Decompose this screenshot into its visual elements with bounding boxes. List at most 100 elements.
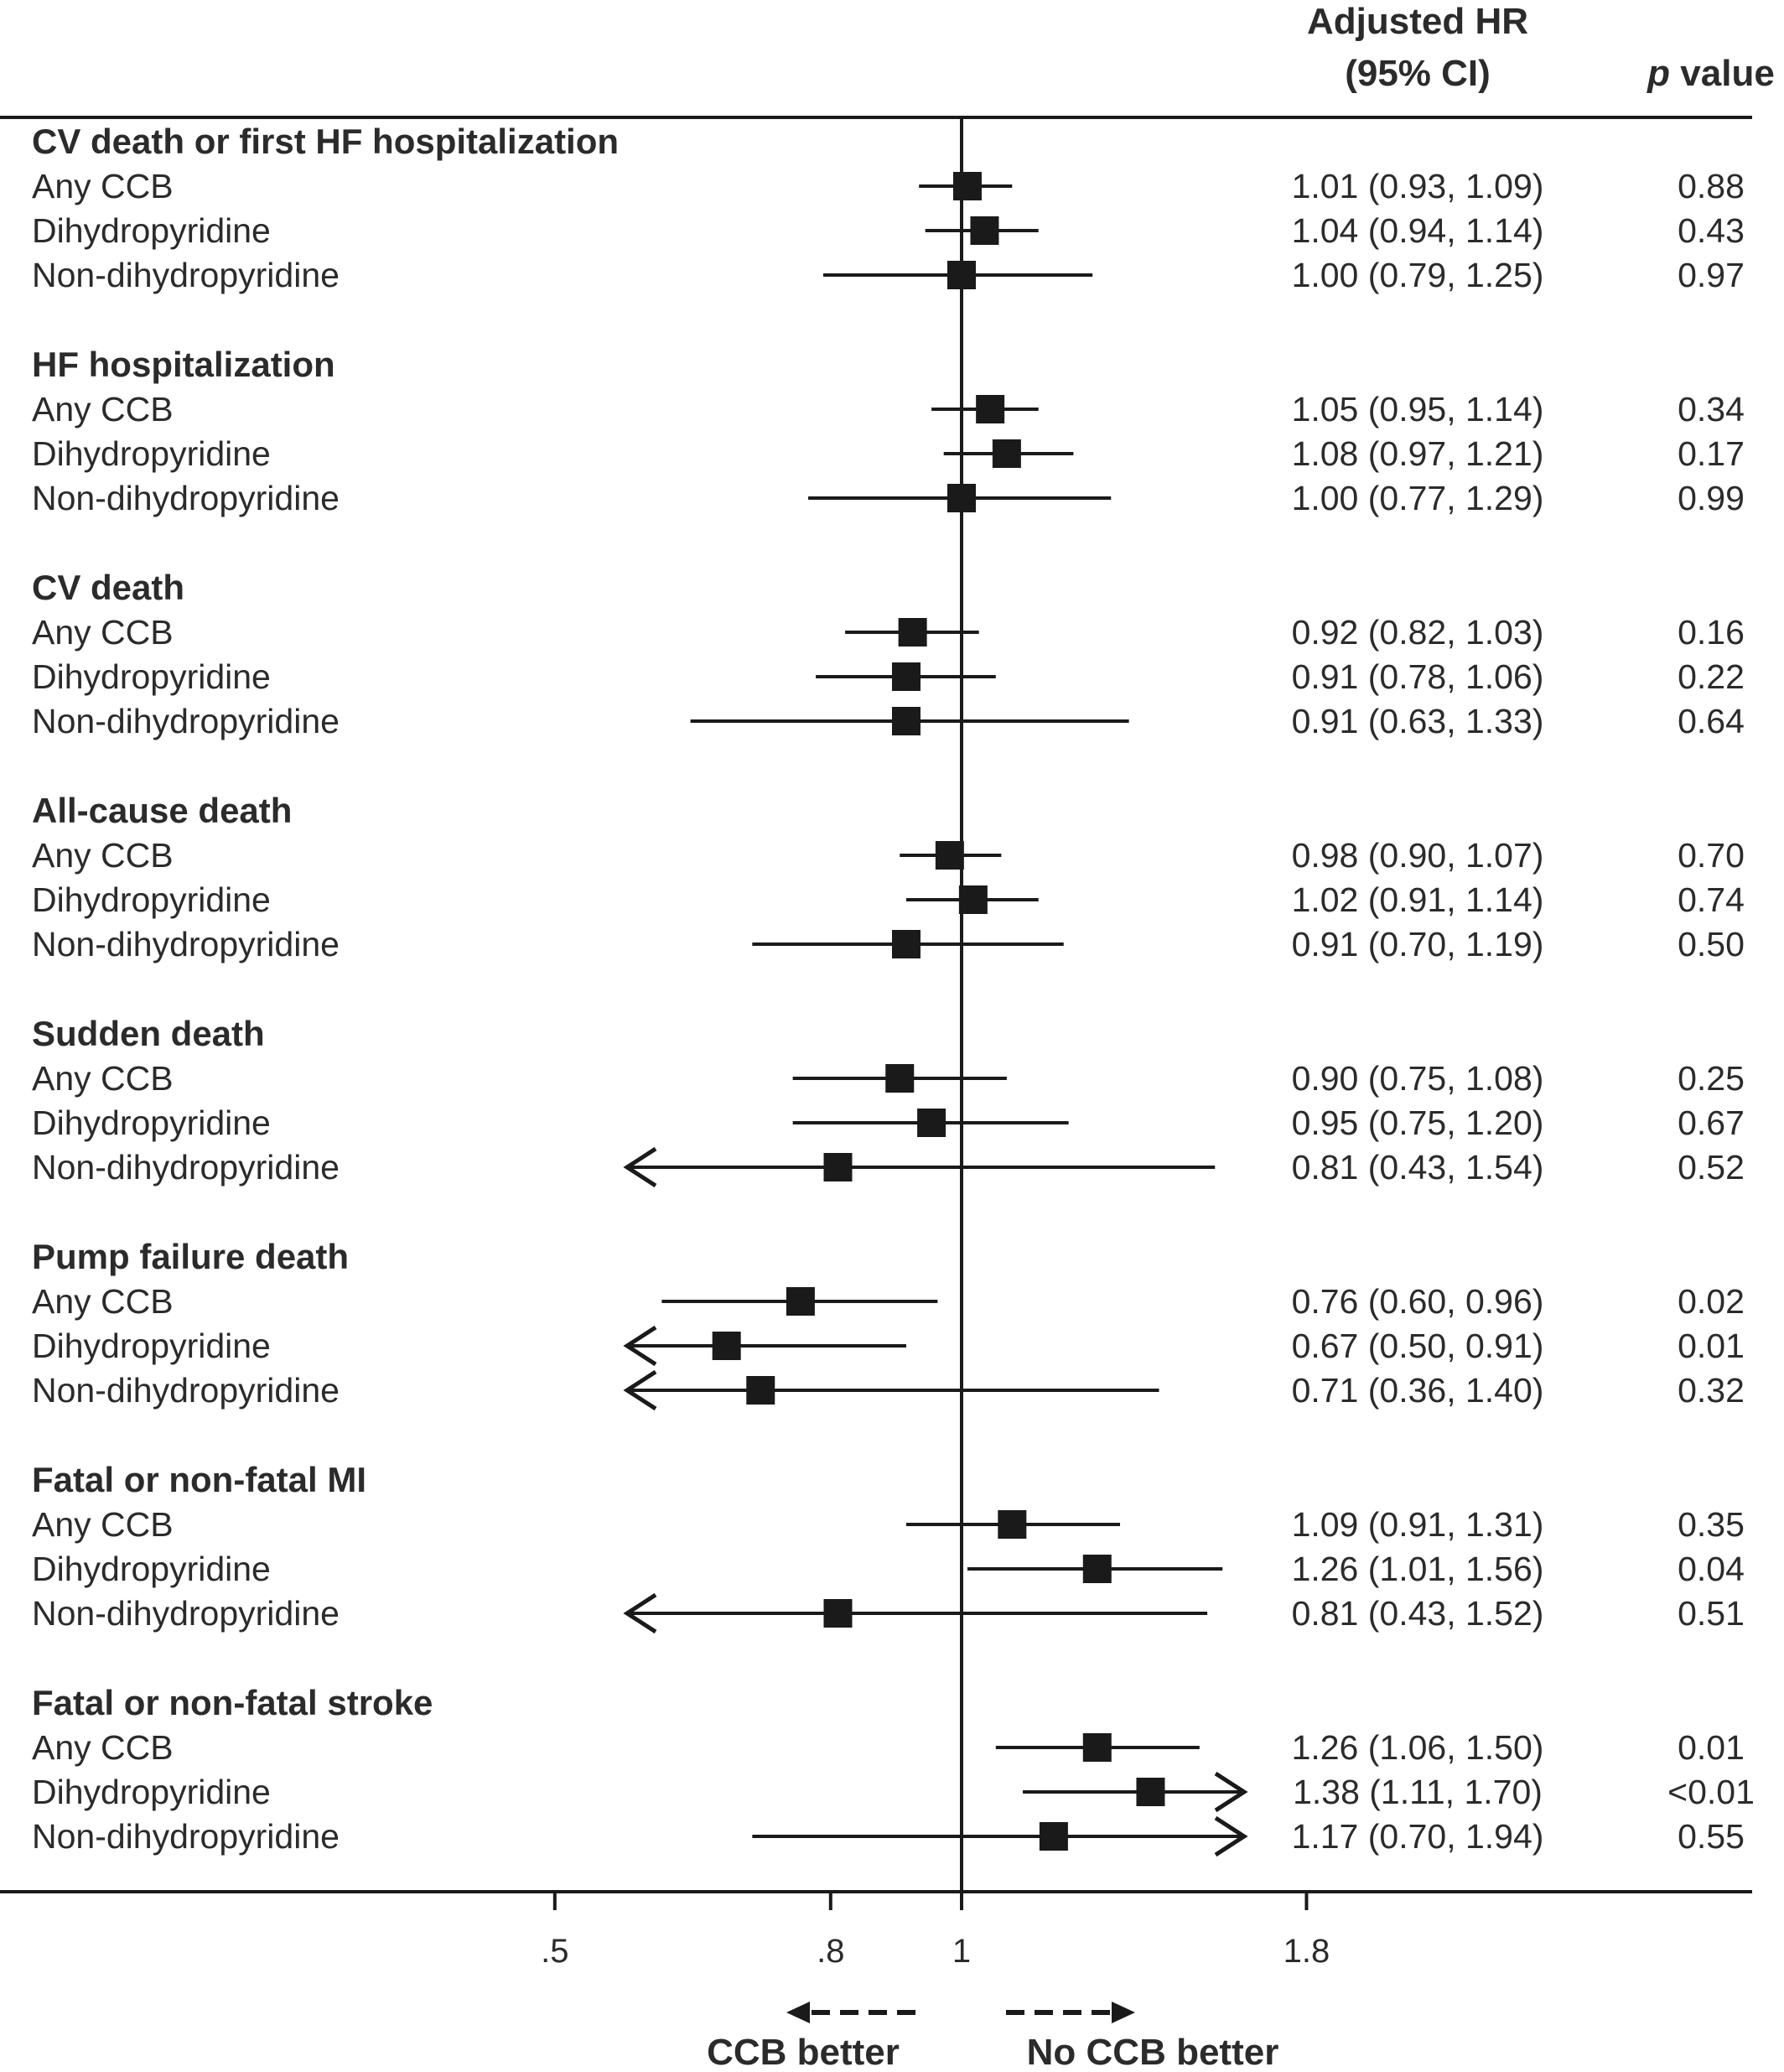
row-p-value: 0.99	[1678, 479, 1745, 517]
row-hr-ci: 0.91 (0.78, 1.06)	[1292, 657, 1544, 696]
forest-row: Any CCB 0.92 (0.82, 1.03) 0.16	[32, 613, 1745, 652]
outcome-group-title: Fatal or non-fatal MI	[32, 1460, 366, 1499]
ccb-better-label: CCB better	[707, 2032, 900, 2072]
p-value-header-italic: p	[1647, 53, 1670, 94]
row-label: Dihydropyridine	[32, 1327, 271, 1365]
x-tick-label: 1.8	[1284, 1933, 1330, 1970]
hr-header-line2: (95% CI)	[1345, 53, 1491, 94]
row-hr-ci: 0.81 (0.43, 1.52)	[1292, 1594, 1544, 1633]
outcome-group: Fatal or non-fatal MI Any CCB 1.09 (0.91, …	[32, 1460, 1745, 1634]
hr-point	[1082, 1555, 1112, 1583]
row-p-value: 0.02	[1678, 1282, 1745, 1321]
row-label: Non-dihydropyridine	[32, 925, 340, 963]
row-hr-ci: 1.01 (0.93, 1.09)	[1292, 167, 1544, 205]
row-p-value: 0.74	[1678, 880, 1745, 919]
row-hr-ci: 0.76 (0.60, 0.96)	[1292, 1282, 1544, 1321]
row-hr-ci: 1.17 (0.70, 1.94)	[1292, 1817, 1544, 1856]
row-label: Any CCB	[32, 1505, 174, 1544]
forest-row: Non-dihydropyridine 1.00 (0.77, 1.29) 0.99	[32, 479, 1745, 517]
forest-row: Any CCB 1.05 (0.95, 1.14) 0.34	[32, 390, 1745, 428]
hr-point	[970, 216, 999, 245]
hr-point	[786, 1287, 815, 1316]
row-p-value: 0.01	[1678, 1728, 1745, 1767]
p-value-header: p value	[1647, 53, 1775, 94]
row-hr-ci: 0.91 (0.63, 1.33)	[1292, 702, 1544, 740]
hr-point	[746, 1376, 775, 1405]
row-label: Non-dihydropyridine	[32, 256, 340, 294]
forest-row: Dihydropyridine 1.38 (1.11, 1.70) <0.01	[32, 1771, 1755, 1813]
row-hr-ci: 1.38 (1.11, 1.70)	[1293, 1773, 1543, 1811]
row-hr-ci: 1.09 (0.91, 1.31)	[1292, 1505, 1544, 1544]
hr-point	[891, 707, 921, 735]
forest-row: Dihydropyridine 0.67 (0.50, 0.91) 0.01	[32, 1325, 1745, 1367]
forest-row: Dihydropyridine 1.26 (1.01, 1.56) 0.04	[32, 1550, 1745, 1588]
hr-header-line1: Adjusted HR	[1307, 1, 1528, 42]
row-p-value: 0.88	[1678, 167, 1745, 205]
forest-row: Non-dihydropyridine 0.81 (0.43, 1.52) 0.51	[32, 1592, 1745, 1634]
forest-rows: CV death or first HF hospitalization Any …	[32, 122, 1755, 1857]
row-p-value: 0.67	[1678, 1104, 1745, 1142]
forest-row: Any CCB 0.90 (0.75, 1.08) 0.25	[32, 1059, 1745, 1098]
outcome-group-title: Sudden death	[32, 1014, 265, 1053]
row-hr-ci: 1.00 (0.77, 1.29)	[1292, 479, 1544, 517]
hr-point	[992, 439, 1021, 468]
row-label: Dihydropyridine	[32, 880, 271, 919]
row-p-value: 0.01	[1678, 1327, 1745, 1365]
outcome-group: Pump failure death Any CCB 0.76 (0.60, 0.9…	[32, 1237, 1745, 1411]
row-p-value: 0.04	[1678, 1550, 1745, 1588]
ci-arrow-right	[1214, 1815, 1248, 1857]
row-p-value: 0.52	[1678, 1148, 1745, 1187]
row-hr-ci: 0.67 (0.50, 0.91)	[1292, 1327, 1544, 1365]
hr-point	[885, 1064, 915, 1093]
forest-row: Dihydropyridine 1.04 (0.94, 1.14) 0.43	[32, 211, 1745, 250]
forest-row: Dihydropyridine 1.02 (0.91, 1.14) 0.74	[32, 880, 1745, 919]
row-p-value: 0.25	[1678, 1059, 1745, 1098]
forest-row: Dihydropyridine 0.95 (0.75, 1.20) 0.67	[32, 1104, 1745, 1142]
ci-arrow-right	[1214, 1771, 1248, 1813]
outcome-group: All-cause death Any CCB 0.98 (0.90, 1.07) 0…	[32, 791, 1745, 963]
forest-row: Any CCB 1.01 (0.93, 1.09) 0.88	[32, 167, 1745, 205]
row-hr-ci: 0.81 (0.43, 1.54)	[1292, 1148, 1544, 1187]
row-hr-ci: 0.98 (0.90, 1.07)	[1292, 836, 1544, 875]
forest-row: Any CCB 0.98 (0.90, 1.07) 0.70	[32, 836, 1745, 875]
row-p-value: 0.64	[1678, 702, 1745, 740]
ci-arrow-left	[623, 1146, 657, 1188]
hr-point	[1082, 1733, 1112, 1762]
row-label: Non-dihydropyridine	[32, 479, 340, 517]
row-label: Dihydropyridine	[32, 211, 271, 250]
right-arrow-head	[1112, 2002, 1135, 2023]
outcome-group-title: CV death	[32, 568, 184, 607]
outcome-group: Sudden death Any CCB 0.90 (0.75, 1.08) 0.25…	[32, 1014, 1745, 1188]
row-label: Any CCB	[32, 1282, 174, 1321]
row-p-value: <0.01	[1667, 1773, 1755, 1811]
outcome-group-title: Fatal or non-fatal stroke	[32, 1683, 433, 1722]
outcome-group-title: Pump failure death	[32, 1237, 349, 1276]
row-label: Any CCB	[32, 836, 174, 875]
row-hr-ci: 0.95 (0.75, 1.20)	[1292, 1104, 1544, 1142]
hr-point	[1136, 1778, 1165, 1806]
row-hr-ci: 1.08 (0.97, 1.21)	[1292, 434, 1544, 473]
row-hr-ci: 0.90 (0.75, 1.08)	[1292, 1059, 1544, 1098]
hr-point	[1039, 1822, 1068, 1851]
row-label: Dihydropyridine	[32, 434, 271, 473]
hr-point	[958, 885, 988, 914]
hr-point	[947, 484, 976, 512]
hr-point	[998, 1510, 1027, 1539]
row-p-value: 0.34	[1678, 390, 1745, 428]
left-arrow-head	[786, 2002, 810, 2023]
row-p-value: 0.32	[1678, 1371, 1745, 1410]
x-tick-label: .5	[541, 1933, 568, 1970]
row-p-value: 0.70	[1678, 836, 1745, 875]
row-p-value: 0.35	[1678, 1505, 1745, 1544]
row-label: Dihydropyridine	[32, 1104, 271, 1142]
row-p-value: 0.50	[1678, 925, 1745, 963]
hr-point	[898, 618, 927, 647]
hr-point	[976, 395, 1005, 423]
p-value-header-rest: value	[1670, 53, 1775, 94]
ci-arrow-left	[623, 1369, 657, 1411]
row-p-value: 0.16	[1678, 613, 1745, 652]
row-hr-ci: 1.26 (1.01, 1.56)	[1292, 1550, 1544, 1588]
hr-point	[952, 172, 982, 200]
x-tick-label: 1	[952, 1933, 971, 1970]
